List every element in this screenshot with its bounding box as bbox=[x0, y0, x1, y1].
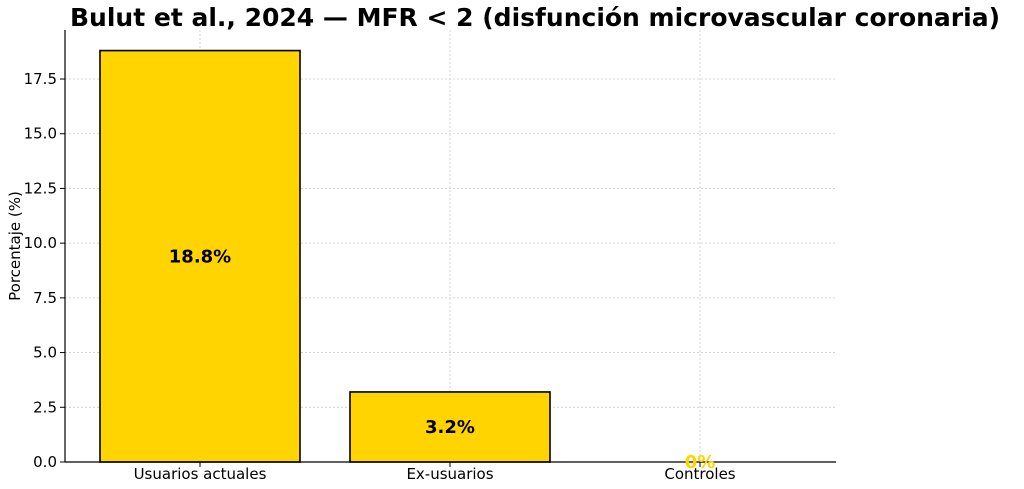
y-axis-label: Porcentaje (%) bbox=[6, 191, 24, 301]
y-tick-label: 15.0 bbox=[24, 125, 57, 143]
data-labels: 18.8% 3.2% 0% bbox=[169, 246, 716, 473]
y-tick-label: 0.0 bbox=[33, 453, 57, 471]
y-tick-label: 7.5 bbox=[33, 289, 57, 307]
y-tick-label: 5.0 bbox=[33, 344, 57, 362]
y-tick-label: 12.5 bbox=[24, 179, 57, 197]
x-tick-label: Controles bbox=[664, 465, 735, 483]
ticks: 0.0 2.5 5.0 7.5 10.0 12.5 15.0 17.5 Usuarios act… bbox=[24, 70, 736, 483]
data-label: 18.8% bbox=[169, 246, 231, 267]
data-label: 3.2% bbox=[425, 417, 475, 438]
x-tick-label: Ex-usuarios bbox=[406, 465, 493, 483]
bars bbox=[99, 49, 551, 463]
data-label: 0% bbox=[685, 452, 716, 473]
bar bbox=[349, 391, 551, 463]
x-tick-label: Usuarios actuales bbox=[134, 465, 267, 483]
y-tick-label: 2.5 bbox=[33, 398, 57, 416]
y-tick-label: 17.5 bbox=[24, 70, 57, 88]
y-tick-label: 10.0 bbox=[24, 234, 57, 252]
chart-title: Bulut et al., 2024 — MFR < 2 (disfunción… bbox=[70, 3, 1000, 32]
